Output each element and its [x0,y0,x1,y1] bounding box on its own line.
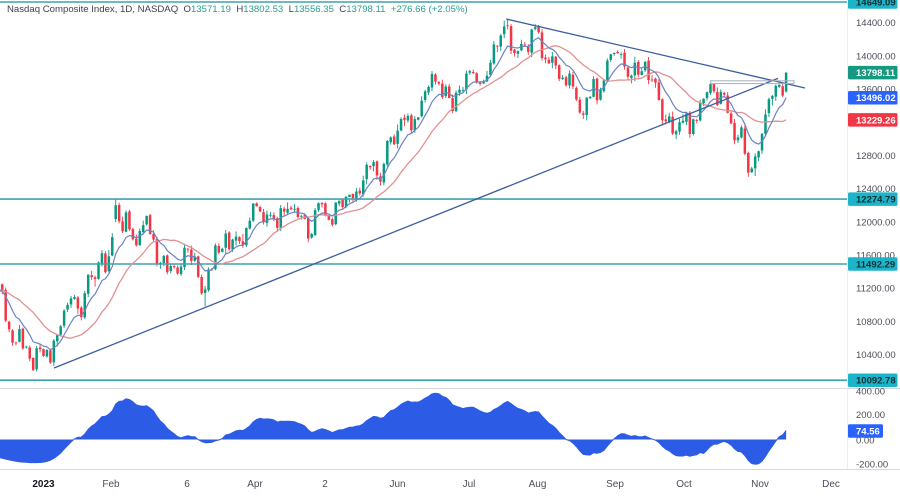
svg-text:10400.00: 10400.00 [856,350,896,361]
svg-text:2: 2 [322,479,328,490]
svg-text:Sep: Sep [606,479,624,490]
svg-text:12800.00: 12800.00 [856,151,896,162]
svg-text:14400.00: 14400.00 [856,18,896,29]
svg-text:Nasdaq Composite Index, 1D, NA: Nasdaq Composite Index, 1D, NASDAQ O1357… [7,4,468,15]
svg-text:12000.00: 12000.00 [856,217,896,228]
svg-text:Oct: Oct [676,479,692,490]
svg-text:Apr: Apr [247,479,263,490]
svg-text:-200.00: -200.00 [856,459,888,470]
svg-text:2023: 2023 [32,479,55,490]
svg-text:13496.02: 13496.02 [856,93,896,104]
svg-text:200.00: 200.00 [856,410,885,421]
svg-text:13229.26: 13229.26 [856,115,896,126]
svg-text:10092.78: 10092.78 [856,376,896,387]
svg-text:Dec: Dec [822,479,840,490]
svg-text:400.00: 400.00 [856,386,885,397]
svg-text:Nov: Nov [751,479,769,490]
svg-text:14000.00: 14000.00 [856,51,896,62]
svg-text:12274.79: 12274.79 [856,195,896,206]
svg-text:13798.11: 13798.11 [856,68,896,79]
svg-text:Jul: Jul [463,479,476,490]
svg-text:14649.09: 14649.09 [856,0,896,8]
svg-text:11492.29: 11492.29 [856,260,895,271]
svg-text:Aug: Aug [529,479,547,490]
svg-text:6: 6 [184,479,190,490]
svg-text:10800.00: 10800.00 [856,317,896,328]
svg-text:74.56: 74.56 [856,427,880,438]
svg-text:11200.00: 11200.00 [856,284,895,295]
svg-text:Feb: Feb [102,479,120,490]
svg-text:Jun: Jun [389,479,405,490]
